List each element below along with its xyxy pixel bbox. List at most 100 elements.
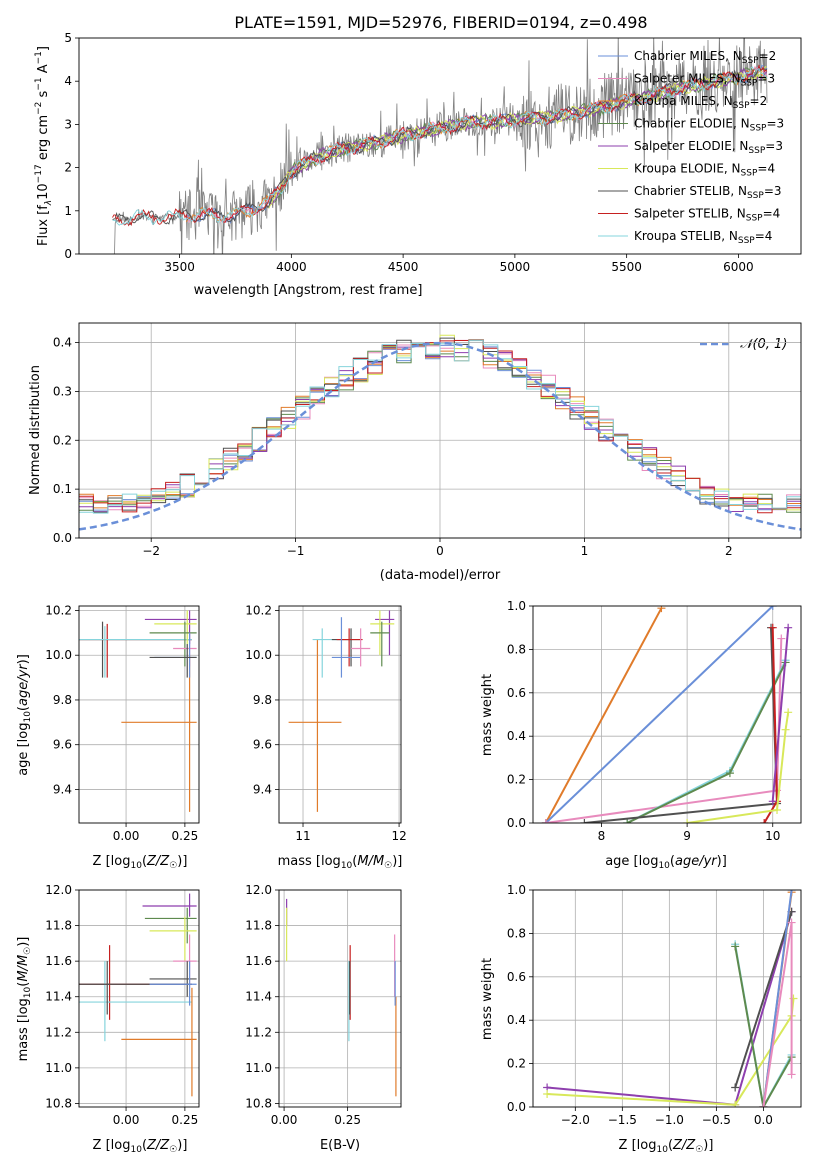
weight-vs-Z-ytick-label: 0.0 [507, 1100, 526, 1114]
mass-vs-Z-ytick-label: 11.2 [45, 1025, 72, 1039]
weight-vs-Z-axes: −2.0 −1.5 −1.0 −0.5 0.0 0.0 0.2 0.4 0.6 0.8 1.0 [507, 883, 801, 1127]
mass-vs-ebv-xtick-label: 0.25 [334, 1113, 361, 1127]
weight-vs-age-frame [532, 605, 802, 824]
weight-vs-age-ytick-label: 0.0 [507, 816, 526, 830]
residuals-ytick-label: 0.1 [53, 482, 72, 496]
mass-vs-Z-xlabel: Z [log10(Z/Z☉)] [93, 1138, 188, 1155]
weight-vs-age-marker-salpeter_elodie [768, 797, 777, 806]
weight-vs-Z-xtick-label: −1.0 [655, 1113, 684, 1127]
age-vs-mass-ytick-label: 10.0 [245, 648, 272, 662]
weight-vs-age-line-kroupa_elodie [686, 712, 790, 823]
residuals-frame [78, 322, 802, 539]
residuals-ytick-label: 0.3 [53, 384, 72, 398]
spectrum-ylabel: Flux [fλ10−17 erg cm−2 s−1 A−1] [34, 46, 54, 246]
weight-vs-age-xtick-label: 9 [683, 829, 691, 843]
weight-vs-age-marker-chabrier_elodie [725, 769, 734, 778]
age-vs-mass-ytick-label: 9.4 [253, 782, 272, 796]
spectrum-xtick-label: 5000 [500, 260, 531, 274]
weight-vs-Z-plot-area [543, 890, 798, 1107]
mass-vs-ebv-labels: E(B-V) [320, 1138, 360, 1153]
age-vs-mass-ytick-label: 9.8 [253, 693, 272, 707]
age-vs-mass-labels: mass [log10(M/M☉)] [278, 854, 403, 871]
weight-vs-age-ytick-label: 0.4 [507, 729, 526, 743]
legend-label-chabrier_elodie: Chabrier ELODIE, NSSP=3 [634, 117, 784, 134]
legend-label-kroupa_miles: Kroupa MILES, NSSP=2 [634, 94, 767, 111]
mass-vs-Z-axes: 0.00 0.25 10.8 11.0 11.2 11.4 11.6 11.8 12.0 [45, 883, 199, 1127]
weight-vs-age-marker-chabrier_elodie [623, 819, 632, 823]
weight-vs-Z-marker-chabrier_miles [787, 890, 796, 894]
age-vs-Z-xlabel: Z [log10(Z/Z☉)] [93, 854, 188, 871]
spectrum-ytick-label: 4 [64, 74, 72, 88]
spectrum-ytick-label: 1 [64, 204, 72, 218]
weight-vs-Z-ytick-label: 0.8 [507, 926, 526, 940]
spectrum-xtick-label: 4000 [276, 260, 307, 274]
spectrum-plot-area [112, 38, 768, 254]
mass-vs-Z-ylabel: mass [log10(M/M☉)] [16, 937, 33, 1062]
weight-vs-age-ytick-label: 1.0 [507, 599, 526, 613]
weight-vs-Z-xtick-label: −0.5 [702, 1113, 731, 1127]
weight-vs-Z-xtick-label: 0.0 [754, 1113, 773, 1127]
residuals-xtick-label: 0 [436, 544, 444, 558]
legend-label-chabrier_miles: Chabrier MILES, NSSP=2 [634, 49, 776, 66]
spectrum-ytick-label: 5 [64, 31, 72, 45]
weight-vs-age-plot-area [541, 606, 793, 823]
weight-vs-Z-xlabel: Z [log10(Z/Z☉)] [619, 1138, 714, 1155]
weight-vs-Z-xtick-label: −1.5 [608, 1113, 637, 1127]
legend-label-chabrier_stelib: Chabrier STELIB, NSSP=3 [634, 184, 782, 201]
spectrum-xtick-label: 6000 [723, 260, 754, 274]
age-vs-Z-ytick-label: 9.6 [53, 738, 72, 752]
residual-hist-kroupa_stelib [79, 340, 801, 514]
age-vs-Z-axes: 0.00 0.25 9.4 9.6 9.8 10.0 10.2 [45, 603, 199, 843]
weight-vs-Z-marker-salpeter_miles [787, 1070, 796, 1079]
weight-vs-age-ytick-label: 0.2 [507, 773, 526, 787]
weight-vs-Z-labels: Z [log10(Z/Z☉)] mass weight [480, 958, 713, 1155]
age-vs-Z-xtick-label: 0.25 [172, 829, 199, 843]
age-vs-Z-ylabel: age [log10(age/yr)] [16, 654, 33, 776]
weight-vs-Z-ytick-label: 0.4 [507, 1013, 526, 1027]
weight-vs-age-xtick-label: 10 [765, 829, 780, 843]
age-vs-Z-plot-area [79, 610, 197, 812]
weight-vs-age-marker-kroupa_miles [657, 606, 666, 613]
legend-label-salpeter_elodie: Salpeter ELODIE, NSSP=3 [634, 139, 783, 156]
age-vs-mass-plot-area [288, 610, 395, 812]
residuals-xtick-label: 2 [725, 544, 733, 558]
model-spectrum-kroupa_stelib [112, 66, 768, 226]
mass-vs-ebv-ytick-label: 11.0 [245, 1061, 272, 1075]
weight-vs-age-marker-chabrier_stelib [580, 819, 589, 823]
gaussian-curve [79, 341, 801, 531]
residuals-xtick-label: −2 [142, 544, 160, 558]
residuals-xtick-label: −1 [287, 544, 305, 558]
age-vs-mass-frame [278, 605, 402, 824]
legend-label-salpeter_stelib: Salpeter STELIB, NSSP=4 [634, 207, 780, 224]
weight-vs-age-marker-salpeter_miles [777, 634, 786, 643]
mass-vs-Z-labels: Z [log10(Z/Z☉)] mass [log10(M/M☉)] [16, 937, 187, 1155]
weight-vs-age-line-salpeter_miles [545, 638, 783, 823]
mass-vs-ebv-ytick-label: 10.8 [245, 1096, 272, 1110]
weight-vs-age-line-kroupa_stelib [626, 659, 787, 823]
weight-vs-Z-frame [532, 889, 802, 1108]
mass-vs-ebv-ytick-label: 11.4 [245, 990, 272, 1004]
weight-vs-age-ytick-label: 0.6 [507, 686, 526, 700]
age-vs-Z-ytick-label: 10.2 [45, 603, 72, 617]
weight-vs-Z-line-chabrier_stelib [734, 911, 793, 1088]
weight-vs-Z-xtick-label: −2.0 [561, 1113, 590, 1127]
mass-vs-ebv-xtick-label: 0.00 [271, 1113, 298, 1127]
mass-vs-Z-ytick-label: 10.8 [45, 1096, 72, 1110]
spectrum-frame [78, 37, 802, 255]
residuals-ytick-label: 0.0 [53, 531, 72, 545]
mass-vs-ebv-plot-area [286, 898, 397, 1097]
spectrum-xtick-label: 5500 [611, 260, 642, 274]
spectrum-ytick-label: 3 [64, 117, 72, 131]
mass-vs-ebv-ytick-label: 11.8 [245, 919, 272, 933]
mass-vs-ebv-ytick-label: 12.0 [245, 883, 272, 897]
weight-vs-age-marker-chabrier_miles [768, 606, 777, 610]
residuals-xlabel: (data-model)/error [380, 568, 501, 583]
weight-vs-age-marker-kroupa_elodie [781, 725, 790, 734]
observed-spectrum [112, 38, 768, 254]
age-vs-mass-xtick-label: 12 [391, 829, 406, 843]
weight-vs-age-marker-salpeter_elodie [784, 623, 793, 632]
weight-vs-Z-ytick-label: 0.6 [507, 970, 526, 984]
weight-vs-age-labels: age [log10(age/yr)] mass weight [480, 674, 727, 871]
mass-vs-ebv-axes: 0.00 0.25 10.8 11.0 11.2 11.4 11.6 11.8 12.0 [245, 883, 401, 1127]
